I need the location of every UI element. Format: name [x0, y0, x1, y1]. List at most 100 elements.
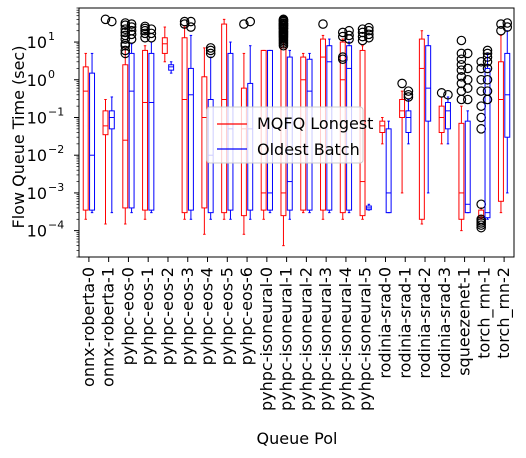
box-iqr — [484, 67, 491, 219]
box-torch_rnn-1-oldest-batch — [482, 45, 493, 220]
x-tick-label: pyhpc-isoneural-0 — [257, 267, 276, 411]
x-tick-label: rodinia-srad-2 — [415, 267, 434, 379]
box-pyhpc-eos-3-mqfq-longest — [179, 16, 190, 220]
outlier-point — [364, 22, 374, 33]
box-torch_rnn-2-mqfq-longest — [496, 19, 506, 214]
y-tick-label-exponent: −1 — [48, 105, 64, 118]
box-iqr — [122, 64, 129, 209]
y-tick-label: 10 — [27, 71, 47, 90]
outlier-point — [403, 86, 414, 96]
outlier-point — [140, 21, 150, 32]
x-tick-label: rodinia-srad-3 — [435, 267, 454, 379]
outlier-point — [462, 74, 473, 85]
outlier-point — [482, 52, 493, 62]
box-iqr — [128, 52, 135, 209]
y-tick-label: 10 — [27, 33, 47, 52]
outlier-point — [126, 25, 137, 36]
outlier-point — [278, 18, 289, 29]
outlier-point — [436, 88, 447, 98]
x-tick-label: onnx-roberta-0 — [79, 267, 98, 387]
box-onnx-roberta-0-oldest-batch — [89, 52, 96, 214]
box-iqr — [385, 128, 392, 214]
box-iqr — [108, 110, 115, 130]
x-tick-label: pyhpc-isoneural-4 — [336, 267, 355, 411]
legend-label-mqfq-longest: MQFQ Longest — [257, 114, 373, 133]
box-iqr — [418, 38, 425, 220]
outlier-point — [476, 56, 486, 67]
outlier-point — [100, 14, 111, 25]
y-tick-label: 10 — [27, 146, 47, 165]
outlier-point — [245, 16, 256, 27]
outlier-point — [482, 63, 493, 74]
x-tick-label: pyhpc-eos-5 — [217, 267, 236, 365]
outlier-point — [357, 31, 368, 42]
x-tick-label: pyhpc-isoneural-5 — [356, 267, 375, 411]
outlier-point — [476, 199, 486, 210]
outlier-point — [456, 35, 467, 46]
box-iqr — [458, 122, 465, 220]
x-tick-label: rodinia-srad-1 — [395, 267, 414, 379]
outlier-point — [344, 25, 354, 36]
outlier-point — [278, 23, 289, 34]
outlier-point — [205, 43, 216, 53]
y-tick-label: 10 — [27, 222, 47, 241]
x-tick-label: pyhpc-isoneural-3 — [316, 267, 335, 411]
outlier-point — [364, 25, 374, 36]
outlier-point — [456, 65, 467, 75]
outlier-point — [120, 27, 131, 38]
outlier-point — [179, 16, 190, 27]
outlier-point — [146, 28, 157, 39]
x-tick-label: torch_rnn-1 — [474, 267, 494, 359]
outlier-point — [482, 45, 493, 56]
outlier-point — [403, 89, 414, 100]
outlier-point — [482, 86, 493, 96]
outlier-point — [397, 78, 407, 89]
box-squeezenet-1-mqfq-longest — [456, 35, 467, 232]
outlier-point — [502, 18, 513, 28]
outlier-point — [456, 71, 467, 82]
outlier-point — [462, 63, 473, 74]
box-pyhpc-eos-2-mqfq-longest — [161, 26, 168, 63]
outlier-point — [120, 34, 131, 44]
box-iqr — [161, 37, 168, 54]
outlier-point — [318, 19, 328, 29]
box-iqr — [399, 98, 406, 118]
outlier-point — [364, 32, 374, 43]
box-rodinia-srad-0-oldest-batch — [385, 120, 392, 214]
outlier-point — [482, 74, 493, 85]
outlier-point — [344, 30, 354, 41]
legend-label-oldest-batch: Oldest Batch — [257, 140, 360, 159]
box-iqr — [379, 120, 386, 133]
box-iqr — [444, 101, 451, 130]
outlier-point — [443, 89, 453, 100]
outlier-point — [364, 29, 374, 40]
outlier-point — [476, 101, 486, 111]
y-tick-label-exponent: −3 — [48, 181, 64, 194]
x-axis-label: Queue Pol — [257, 429, 338, 448]
outlier-point — [278, 37, 289, 47]
box-iqr — [497, 61, 504, 202]
box-rodinia-srad-2-mqfq-longest — [418, 30, 425, 225]
x-tick-label: pyhpc-eos-0 — [118, 267, 137, 365]
box-iqr — [405, 110, 412, 133]
box-pyhpc-eos-4-mqfq-longest — [201, 47, 208, 235]
outlier-point — [278, 16, 289, 26]
y-tick-label-exponent: 0 — [48, 68, 55, 81]
axes-frame — [78, 7, 515, 258]
x-tick-label: pyhpc-isoneural-2 — [296, 267, 315, 411]
y-tick-label-exponent: 1 — [48, 30, 55, 43]
outlier-point — [357, 24, 368, 34]
outlier-point — [337, 27, 348, 38]
x-tick-label: pyhpc-isoneural-1 — [277, 267, 296, 411]
outlier-point — [278, 32, 289, 43]
box-rodinia-srad-0-mqfq-longest — [379, 116, 386, 145]
box-onnx-roberta-1-mqfq-longest — [100, 14, 111, 225]
box-iqr — [504, 52, 511, 138]
box-pyhpc-eos-1-oldest-batch — [146, 24, 157, 214]
box-iqr — [201, 76, 208, 209]
outlier-point — [357, 27, 368, 38]
box-iqr — [148, 52, 155, 211]
x-tick-label: pyhpc-eos-6 — [237, 267, 256, 365]
